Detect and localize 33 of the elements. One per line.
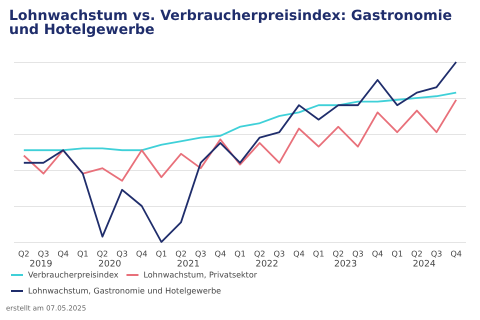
text: 2020 (98, 260, 122, 270)
x-tick-label: Q4 (450, 250, 462, 258)
x-tick-label: Q1 (156, 250, 168, 258)
x-tick-label: Q2 (254, 250, 266, 258)
chart-title: Lohnwachstum vs. Verbraucherpreisindex: Gastronomie und Hotelgewerbe (9, 8, 457, 38)
x-tick-label: Q1 (312, 250, 324, 258)
text: 2024 (412, 260, 436, 270)
x-tick-label: Q3 (352, 250, 364, 258)
x-tick-label: Q3 (274, 250, 285, 258)
x-tick-label: Q4 (293, 250, 305, 258)
text: 2021 (176, 260, 200, 270)
x-tick-label: Q1 (77, 250, 88, 258)
x-tick-label: Q4 (372, 250, 384, 258)
text: 2023 (334, 260, 357, 270)
x-tick-label: Q2 (332, 250, 344, 258)
x-tick-label: Q3 (38, 250, 50, 258)
x-tick-label: Q2 (175, 250, 187, 258)
text: 2022 (255, 260, 278, 270)
legend-label: Verbraucherpreisindex (28, 270, 119, 280)
legend-label: Lohnwachstum, Gastronomie und Hotelgewerbe (28, 286, 222, 296)
x-tick-label: Q4 (214, 250, 226, 258)
legend-label: Lohnwachstum, Privatsektor (143, 270, 258, 280)
x-tick-label: Q2 (18, 250, 30, 258)
x-tick-label: Q3 (195, 250, 206, 258)
x-tick-label: Q3 (430, 250, 442, 258)
x-tick-label: Q1 (234, 250, 246, 258)
x-tick-label: Q4 (136, 250, 148, 258)
x-tick-label: Q2 (96, 250, 108, 258)
x-tick-label: Q3 (116, 250, 128, 258)
text: 2019 (29, 260, 53, 270)
x-tick-label: Q4 (57, 250, 69, 258)
x-tick-label: Q1 (392, 250, 403, 258)
x-tick-label: Q2 (411, 250, 423, 258)
